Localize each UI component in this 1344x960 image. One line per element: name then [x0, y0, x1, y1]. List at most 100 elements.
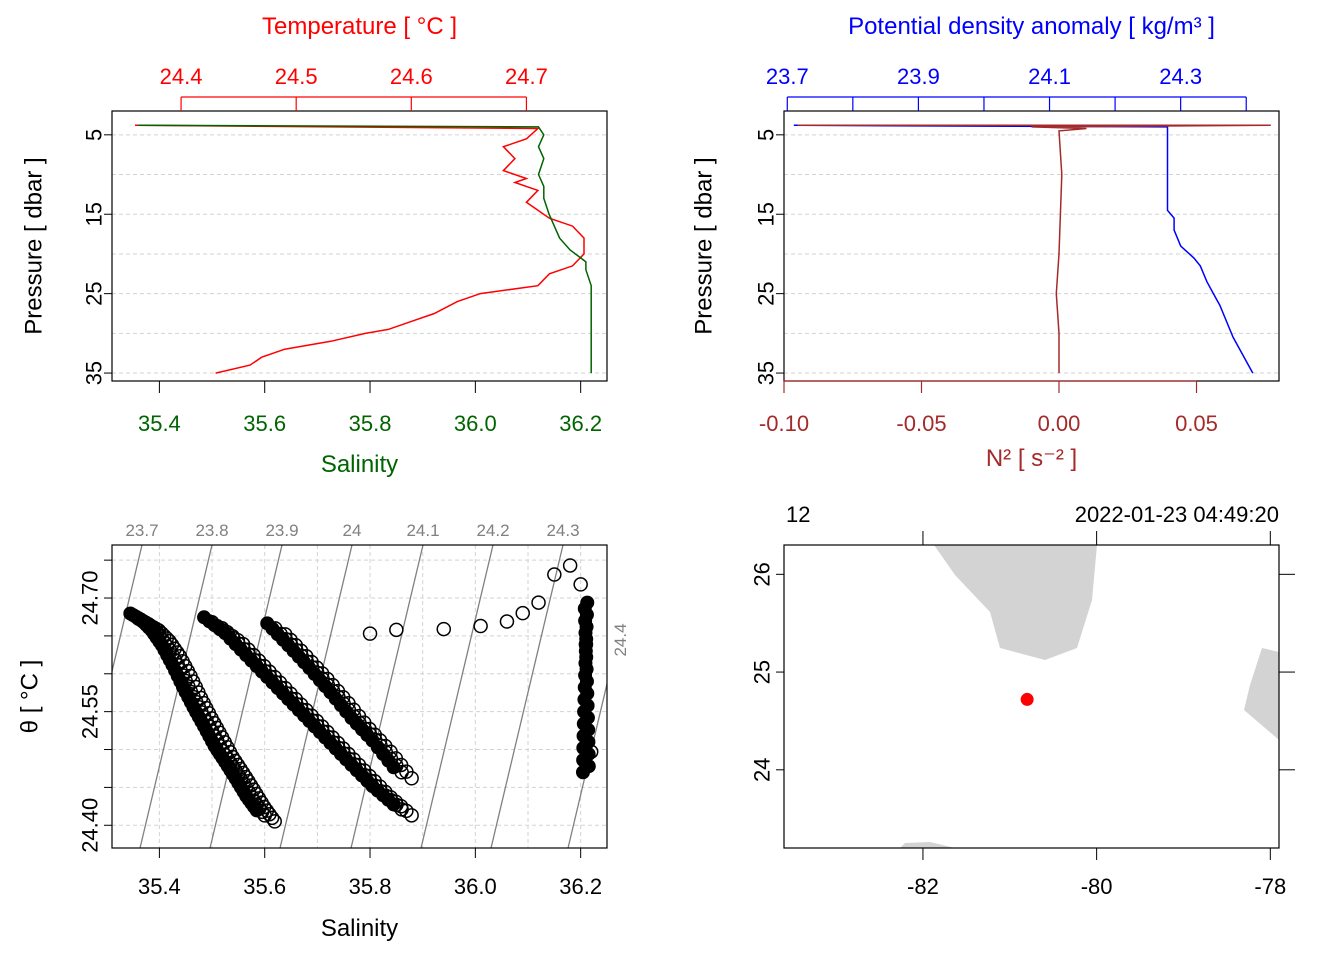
- y-tick-label: 5: [82, 129, 107, 141]
- ts-point: [362, 626, 378, 641]
- isopycnal-label: 24.4: [611, 623, 630, 656]
- plot-frame: [111, 110, 608, 382]
- ts-point: [404, 771, 419, 786]
- temperature-tick-label: 24.7: [505, 64, 548, 89]
- station-map-panel: -82 -80 -78 24 25 26 12 2022-01-23 04:49:20: [750, 502, 1295, 899]
- isopycnal-line: [567, 681, 607, 848]
- plot-frame: [783, 544, 1280, 849]
- ts-point: [573, 577, 588, 592]
- temperature-tick-label: 24.4: [160, 64, 203, 89]
- plot-frame: [783, 110, 1280, 382]
- n2-tick-label: 0.05: [1175, 411, 1218, 436]
- n2-profile-line: [797, 124, 1271, 374]
- ts-point: [267, 814, 282, 829]
- temperature-axis-title: Temperature [ °C ]: [262, 13, 457, 40]
- ts-profile-panel: 5 15 25 35 Pressure [ dbar ] 24.4 24.5 24.6 24.7…: [21, 13, 608, 478]
- salinity-tick-label: 36.0: [454, 411, 497, 436]
- y-tick-label: 35: [754, 361, 779, 385]
- latitude-tick-label: 24: [750, 758, 775, 782]
- ts-point: [436, 621, 452, 637]
- ts-point: [264, 810, 280, 826]
- longitude-tick-label: -78: [1254, 874, 1286, 899]
- isopycnal-line: [350, 545, 424, 848]
- longitude-tick-label: -80: [1081, 874, 1113, 899]
- isopycnal-label: 24.3: [546, 521, 579, 540]
- y-tick-label: 24.40: [78, 798, 103, 853]
- x-tick-label: 36.2: [559, 874, 602, 899]
- y-tick-label: 5: [754, 129, 779, 141]
- density-axis-title: Potential density anomaly [ kg/m³ ]: [848, 13, 1215, 40]
- ts-point: [515, 605, 530, 621]
- density-tick-label: 24.3: [1159, 64, 1202, 89]
- temperature-profile-line: [134, 124, 585, 374]
- isopycnal-line: [209, 545, 283, 848]
- n2-axis-title: N² [ s⁻² ]: [986, 445, 1077, 472]
- longitude-tick-label: -82: [907, 874, 939, 899]
- station-timestamp: 2022-01-23 04:49:20: [1075, 502, 1279, 527]
- isopycnal-label: 23.7: [125, 521, 158, 540]
- x-tick-label: 35.8: [349, 874, 392, 899]
- ts-point: [531, 595, 546, 610]
- temperature-tick-label: 24.5: [275, 64, 318, 89]
- y-tick-label: 24.70: [78, 570, 103, 625]
- y-tick-label: 15: [82, 202, 107, 226]
- salinity-tick-label: 35.4: [138, 411, 181, 436]
- n2-tick-label: -0.05: [896, 411, 946, 436]
- land-cuba: [900, 842, 955, 848]
- y-axis-title: Pressure [ dbar ]: [691, 157, 718, 334]
- ts-point: [499, 614, 515, 629]
- y-tick-label: 35: [82, 361, 107, 385]
- n2-tick-label: 0.00: [1038, 411, 1081, 436]
- salinity-tick-label: 36.2: [559, 411, 602, 436]
- latitude-tick-label: 26: [750, 562, 775, 586]
- y-axis-title: Pressure [ dbar ]: [21, 157, 48, 334]
- ts-point: [249, 803, 264, 818]
- salinity-axis-title: Salinity: [321, 451, 398, 478]
- isopycnal-label: 24: [343, 521, 362, 540]
- station-marker: [1020, 692, 1034, 706]
- density-profile-line: [793, 124, 1254, 374]
- y-tick-label: 15: [754, 202, 779, 226]
- y-tick-label: 25: [82, 281, 107, 305]
- density-tick-label: 24.1: [1028, 64, 1071, 89]
- isopycnal-line: [420, 545, 494, 848]
- x-tick-label: 36.0: [454, 874, 497, 899]
- y-tick-label: 24.55: [78, 684, 103, 739]
- ts-point: [473, 618, 488, 634]
- isopycnal-label: 24.2: [476, 521, 509, 540]
- salinity-tick-label: 35.6: [243, 411, 286, 436]
- density-tick-label: 23.7: [766, 64, 809, 89]
- ts-point: [386, 760, 401, 775]
- density-n2-panel: 5 15 25 35 Pressure [ dbar ] 23.7 23.9 24.1 24.3…: [691, 13, 1280, 472]
- y-axis-title: θ [ °C ]: [17, 660, 44, 734]
- ts-point: [562, 558, 578, 573]
- station-number: 12: [786, 502, 810, 527]
- isopycnal-line: [139, 545, 213, 848]
- x-tick-label: 35.4: [138, 874, 181, 899]
- x-tick-label: 35.6: [243, 874, 286, 899]
- x-axis-title: Salinity: [321, 915, 398, 942]
- y-tick-label: 25: [754, 281, 779, 305]
- ts-point: [389, 622, 404, 638]
- land-florida: [934, 545, 1097, 660]
- salinity-profile-line: [138, 124, 592, 374]
- ts-point: [404, 808, 419, 823]
- isopycnal-label: 23.8: [195, 521, 228, 540]
- isopycnal-line: [490, 545, 564, 848]
- density-tick-label: 23.9: [897, 64, 940, 89]
- isopycnal-line: [112, 545, 143, 675]
- latitude-tick-label: 25: [750, 660, 775, 684]
- isopycnal-label: 23.9: [265, 521, 298, 540]
- n2-tick-label: -0.10: [759, 411, 809, 436]
- isopycnal-label: 24.1: [406, 521, 439, 540]
- ts-diagram-panel: 23.7 23.8 23.9 24 24.1 24.2 24.3 24.4 35.4 35.6 35…: [17, 521, 631, 942]
- isopycnal-group: [112, 545, 607, 848]
- ts-point: [580, 595, 595, 610]
- plot-frame: [111, 544, 608, 849]
- ts-point: [386, 797, 401, 812]
- isopycnal-line: [279, 545, 353, 848]
- salinity-tick-label: 35.8: [349, 411, 392, 436]
- land-bahamas: [1244, 648, 1279, 740]
- ts-point: [547, 567, 562, 582]
